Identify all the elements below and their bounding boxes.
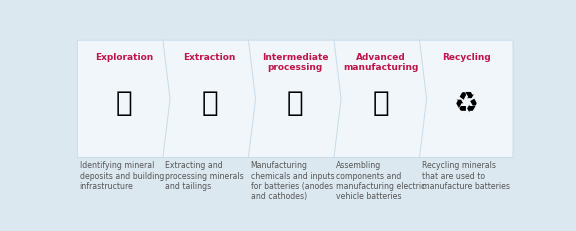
Polygon shape [248,40,342,158]
Text: ♻: ♻ [454,89,479,117]
Polygon shape [163,40,256,158]
Text: Recycling minerals
that are used to
manufacture batteries: Recycling minerals that are used to manu… [422,161,510,191]
Text: 🚛: 🚛 [202,89,218,117]
Text: 🗺: 🗺 [116,89,132,117]
Text: Manufacturing
chemicals and inputs
for batteries (anodes
and cathodes): Manufacturing chemicals and inputs for b… [251,161,334,201]
Text: Advanced
manufacturing: Advanced manufacturing [343,53,418,72]
Text: Exploration: Exploration [95,53,153,62]
Polygon shape [77,40,171,158]
Text: 🔋: 🔋 [287,89,304,117]
Text: Assembling
components and
manufacturing electric
vehicle batteries: Assembling components and manufacturing … [336,161,426,201]
Text: Recycling: Recycling [442,53,491,62]
Text: Extraction: Extraction [184,53,236,62]
Text: Extracting and
processing minerals
and tailings: Extracting and processing minerals and t… [165,161,244,191]
Text: Intermediate
processing: Intermediate processing [262,53,328,72]
Text: 🚗: 🚗 [373,89,389,117]
Polygon shape [334,40,427,158]
Text: Identifying mineral
deposits and building
infrastructure: Identifying mineral deposits and buildin… [79,161,164,191]
Polygon shape [419,40,513,158]
